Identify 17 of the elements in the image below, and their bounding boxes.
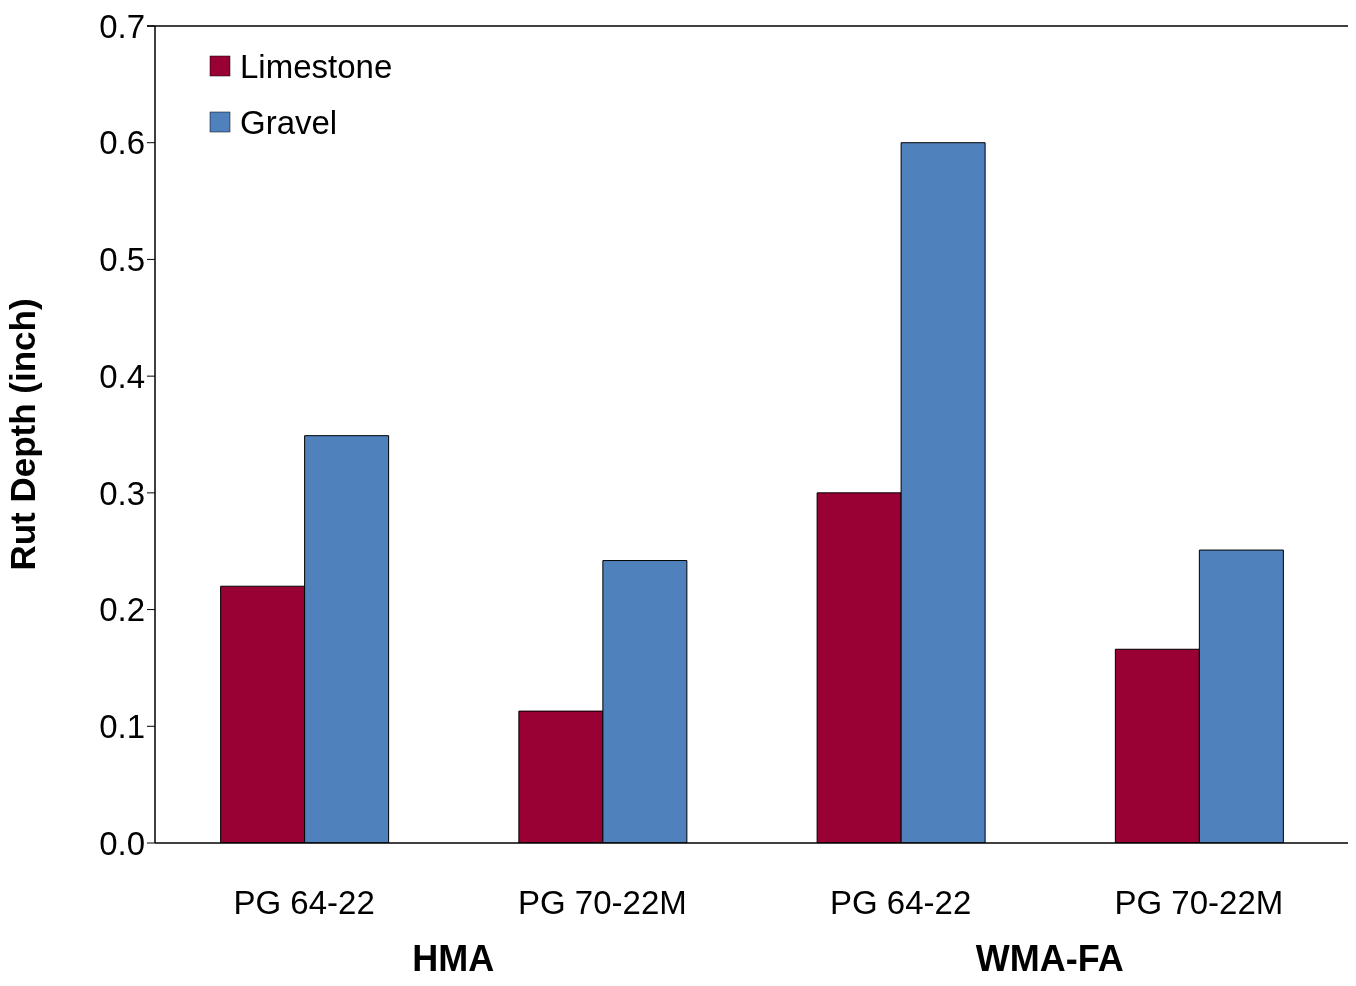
y-tick-label: 0.1 — [99, 708, 145, 745]
y-tick-label: 0.2 — [99, 591, 145, 629]
y-tick-label: 0.4 — [99, 357, 145, 395]
y-tick-label: 0.3 — [99, 474, 145, 512]
y-axis-title: Rut Depth (inch) — [3, 298, 43, 571]
y-tick-label: 0.6 — [99, 124, 145, 162]
y-tick-label: 0.0 — [99, 824, 145, 862]
x-tick-label: PG 64-22 — [830, 884, 972, 922]
x-tick-label: PG 70-22M — [518, 884, 687, 922]
legend-label: Limestone — [240, 48, 393, 85]
y-tick-label: 0.7 — [99, 7, 145, 45]
text: HMA — [412, 938, 495, 979]
text: WMA-FA — [975, 938, 1124, 979]
x-tick-label: PG 70-22M — [1114, 884, 1284, 922]
x-tick-label: PG 64-22 — [233, 884, 375, 922]
y-tick-label: 0.5 — [99, 241, 145, 279]
legend-label: Gravel — [240, 104, 338, 141]
